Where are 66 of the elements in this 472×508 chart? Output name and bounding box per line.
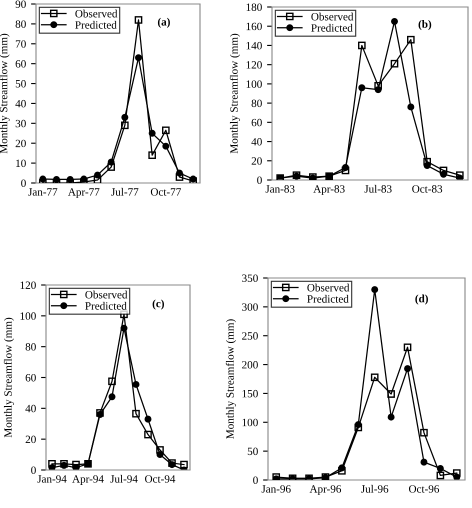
x-tick-label: Jul-77 <box>111 188 138 196</box>
y-tick-label: 200 <box>242 361 258 369</box>
y-tick-label: 0 <box>257 176 262 184</box>
y-tick-label: 70 <box>16 40 26 48</box>
x-tick-label: Jul-94 <box>110 474 138 483</box>
y-tick-label: 20 <box>16 140 26 148</box>
y-tick-label: 60 <box>26 374 36 382</box>
y-tick-label: 60 <box>252 118 262 126</box>
legend-label: Predicted <box>307 294 349 303</box>
y-tick-label: 40 <box>251 138 262 146</box>
y-tick-label: 160 <box>246 22 262 30</box>
y-tick-label: 350 <box>242 274 258 282</box>
y-tick-label: 80 <box>26 343 36 351</box>
x-tick-label: Jan-94 <box>37 475 67 483</box>
y-tick-label: 40 <box>25 404 36 412</box>
y-tick-label: 180 <box>246 3 262 11</box>
y-axis-title: Monthly Streamflow (mm) <box>4 318 14 438</box>
x-tick-label: Apr-94 <box>72 475 104 485</box>
legend-label: Predicted <box>75 20 117 29</box>
y-tick-label: 50 <box>16 80 26 88</box>
x-tick-label: Jan-77 <box>28 188 58 196</box>
x-tick-label: Jan-83 <box>266 185 295 193</box>
legend-label: Observed <box>307 284 350 292</box>
x-tick-label: Oct-96 <box>408 485 440 493</box>
legend-label: Observed <box>311 12 354 20</box>
y-tick-label: 0 <box>253 476 258 484</box>
y-tick-label: 40 <box>15 100 26 108</box>
annotation: (c) <box>152 299 164 310</box>
annotation: (a) <box>158 18 170 28</box>
y-tick-label: 90 <box>16 0 26 8</box>
legend-label: Observed <box>85 290 128 298</box>
y-tick-label: 250 <box>242 332 258 340</box>
x-tick-label: Oct-83 <box>412 185 442 193</box>
y-tick-label: 0 <box>21 179 26 187</box>
y-tick-label: 80 <box>252 100 262 108</box>
y-tick-label: 20 <box>252 157 262 165</box>
y-tick-label: 120 <box>20 281 36 289</box>
y-tick-label: 10 <box>16 160 26 168</box>
y-tick-label: 50 <box>248 448 258 456</box>
x-tick-label: Jan-96 <box>262 485 291 493</box>
x-tick-label: Jul-96 <box>361 484 388 493</box>
y-tick-label: 20 <box>26 436 36 444</box>
y-tick-label: 80 <box>16 20 26 28</box>
y-tick-label: 0 <box>31 466 36 474</box>
y-tick-label: 60 <box>16 60 26 68</box>
x-tick-label: Oct-77 <box>150 188 181 196</box>
x-tick-label: Jul-83 <box>364 184 392 193</box>
y-tick-label: 100 <box>242 418 258 426</box>
legend-label: Predicted <box>85 302 127 310</box>
y-tick-label: 100 <box>246 80 262 88</box>
y-tick-label: 150 <box>242 390 258 398</box>
annotation: (b) <box>418 20 432 30</box>
y-tick-label: 140 <box>246 42 262 50</box>
x-tick-label: Apr-96 <box>310 485 342 495</box>
y-tick-label: 30 <box>16 120 26 128</box>
legend-label: Observed <box>75 10 118 18</box>
x-tick-label: Apr-83 <box>313 185 345 195</box>
y-tick-label: 300 <box>242 303 258 311</box>
annotation: (d) <box>415 294 428 305</box>
x-tick-label: Oct-94 <box>145 475 176 483</box>
x-tick-label: Apr-77 <box>68 188 100 198</box>
legend-label: Predicted <box>311 24 353 32</box>
y-tick-label: 100 <box>20 312 36 320</box>
y-axis-title: Monthly Streamflow (mm) <box>230 34 240 154</box>
y-tick-label: 120 <box>246 61 262 69</box>
y-axis-title: Monthly Streamflow (mm) <box>226 319 236 439</box>
